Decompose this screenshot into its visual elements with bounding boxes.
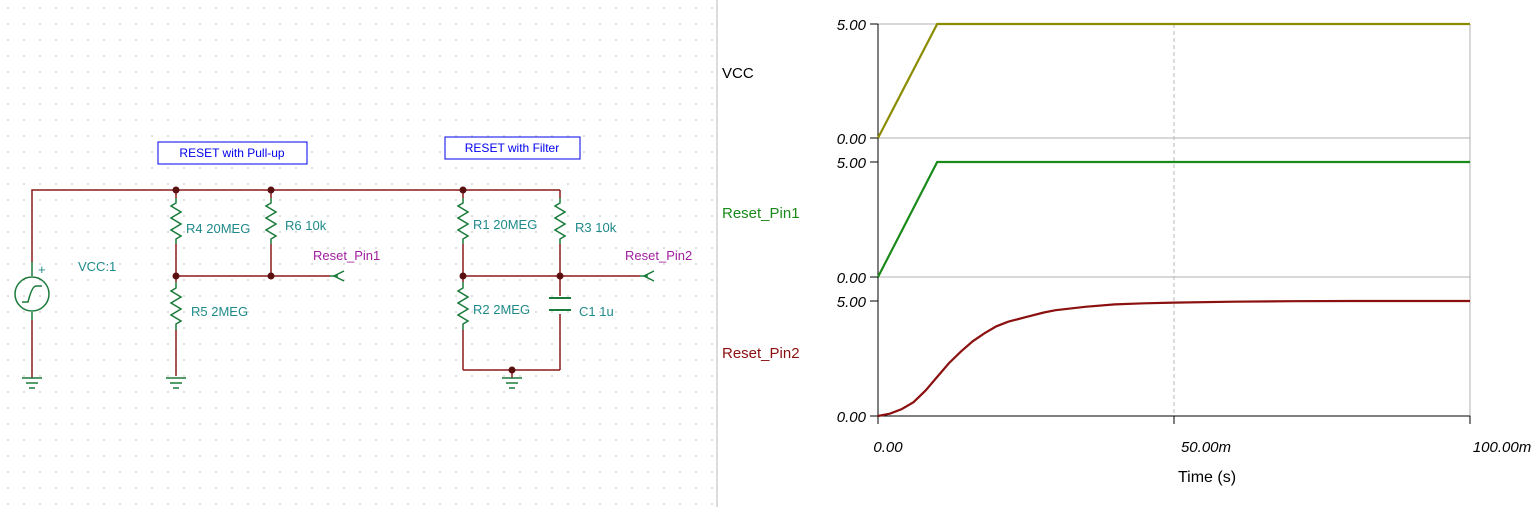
- y-tick-label-pin1-max: 5.00: [837, 155, 867, 172]
- capacitor-c1: [549, 297, 571, 311]
- net-label-reset-pin2: Reset_Pin2: [625, 248, 692, 263]
- trace-reset-pin2: [877, 299, 1470, 418]
- schematic-panel: RESET with Pull-up RESET with Filter VCC…: [0, 0, 716, 507]
- voltage-source-icon: [14, 262, 50, 320]
- c1-label: C1 1u: [579, 304, 614, 319]
- net-label-reset-pin1: Reset_Pin1: [313, 248, 380, 263]
- y-tick-label-pin2-min: 0.00: [837, 409, 867, 426]
- trace-label-reset-pin2: Reset_Pin2: [722, 345, 800, 362]
- y-tick-label-pin1-min: 0.00: [837, 270, 867, 287]
- y-tick-label-pin2-max: 5.00: [837, 294, 867, 311]
- pullup-label-box: [157, 141, 308, 165]
- resistor-r5: [169, 282, 183, 330]
- grid-background: [0, 0, 716, 507]
- resistor-r1: [456, 198, 470, 244]
- pullup-label-text: RESET with Pull-up: [179, 146, 284, 160]
- trace-label-vcc: VCC: [722, 65, 754, 82]
- waveform-chart: 5.00 0.00 5.00 0.00 5.00 0.00 0.00 50.00…: [722, 17, 1531, 486]
- x-tick-label-100m: 100.00m: [1473, 439, 1531, 456]
- x-axis-label: Time (s): [1178, 469, 1236, 486]
- panel-divider[interactable]: [716, 0, 718, 507]
- resistor-r2: [456, 282, 470, 330]
- waveform-panel: 5.00 0.00 5.00 0.00 5.00 0.00 0.00 50.00…: [718, 0, 1538, 507]
- filter-label-text: RESET with Filter: [465, 141, 559, 155]
- trace-label-reset-pin1: Reset_Pin1: [722, 205, 800, 222]
- y-tick-label-vcc-max: 5.00: [837, 17, 867, 34]
- r2-label: R2 2MEG: [473, 302, 530, 317]
- r4-label: R4 20MEG: [186, 221, 250, 236]
- ground-icon: [502, 377, 522, 389]
- trace-reset-pin1: [877, 160, 1470, 278]
- x-tick-label-0: 0.00: [873, 439, 903, 456]
- schematic-canvas: RESET with Pull-up RESET with Filter VCC…: [0, 0, 716, 507]
- y-tick-label-vcc-min: 0.00: [837, 131, 867, 148]
- r3-label: R3 10k: [575, 220, 617, 235]
- ground-icon: [166, 377, 186, 389]
- ground-icon: [22, 377, 42, 389]
- resistor-r4: [169, 198, 183, 244]
- r6-label: R6 10k: [285, 218, 327, 233]
- vcc-source-label: VCC:1: [78, 259, 116, 274]
- resistor-r3: [553, 198, 567, 244]
- junction-dots: [172, 186, 564, 374]
- resistor-r6: [264, 198, 278, 244]
- r1-label: R1 20MEG: [473, 217, 537, 232]
- trace-vcc: [877, 22, 1470, 139]
- r5-label: R5 2MEG: [191, 304, 248, 319]
- source-plus-label: +: [38, 262, 46, 277]
- x-tick-label-50m: 50.00m: [1181, 439, 1231, 456]
- filter-label-box: [444, 136, 581, 160]
